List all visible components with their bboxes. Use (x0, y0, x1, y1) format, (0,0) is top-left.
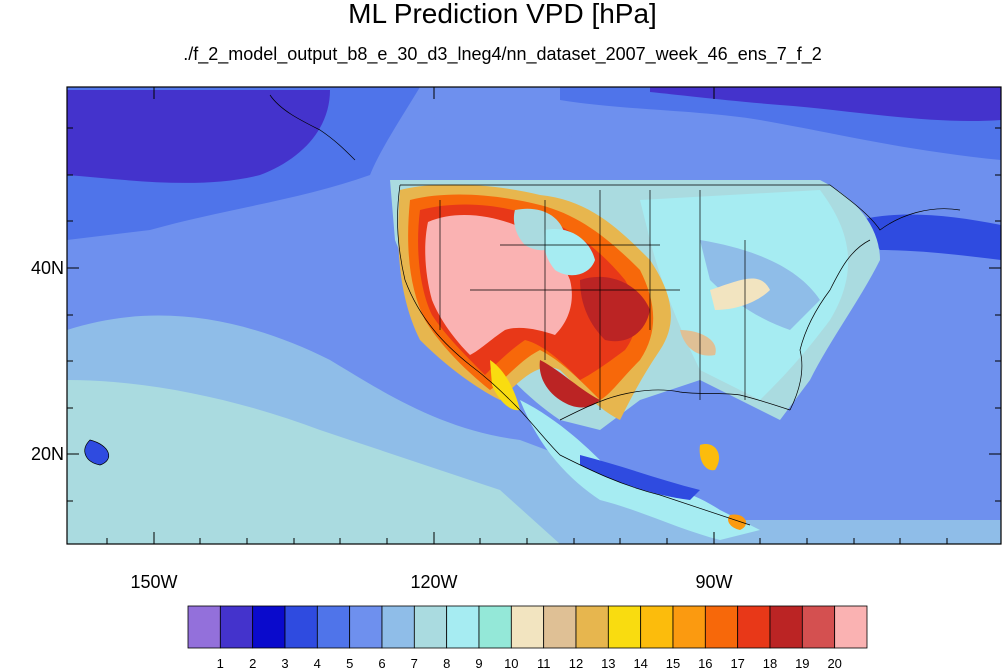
lon-label-90w: 90W (695, 572, 733, 592)
colorbar-swatch (575, 605, 609, 649)
lon-label-120w: 120W (410, 572, 458, 592)
lat-label-20n: 20N (30, 444, 64, 464)
lat-ticks (67, 127, 1001, 502)
colorbar-swatch (704, 605, 739, 649)
colorbar-swatch (607, 605, 642, 649)
colorbar-tick-label: 13 (601, 656, 616, 671)
colorbar-swatch (737, 605, 771, 649)
colorbar-swatch (413, 605, 448, 649)
colorbar-tick-label: 2 (249, 656, 257, 671)
colorbar-tick-label: 11 (536, 656, 551, 671)
colorbar-swatch (672, 605, 706, 649)
colorbar-tick-label: 15 (665, 656, 681, 671)
colorbar-swatch (187, 605, 221, 649)
colorbar-tick-label: 18 (762, 656, 778, 671)
coastlines (84, 94, 961, 526)
colorbar-tick-label: 12 (568, 656, 584, 671)
colorbar-tick-label: 7 (410, 656, 418, 671)
colorbar-tick-label: 19 (795, 656, 810, 671)
colorbar-swatch (769, 605, 803, 649)
lat-label-40n: 40N (30, 258, 64, 278)
lon-ticks (106, 87, 948, 544)
colorbar-swatch (219, 605, 254, 649)
colorbar-tick-label: 9 (475, 656, 483, 671)
colorbar-tick-label: 3 (281, 656, 289, 671)
map-title: ML Prediction VPD [hPa] (348, 0, 657, 29)
colorbar-swatch (543, 605, 577, 649)
colorbar-swatch (316, 605, 351, 649)
colorbar (187, 605, 868, 649)
vpd-field (67, 87, 1001, 544)
colorbar-swatch (510, 605, 545, 649)
colorbar-swatch (801, 605, 836, 649)
lon-label-150w: 150W (130, 572, 178, 592)
colorbar-tick-label: 8 (443, 656, 451, 671)
colorbar-tick-label: 5 (346, 656, 354, 671)
colorbar-swatch (478, 605, 512, 649)
colorbar-swatch (284, 605, 318, 649)
colorbar-swatch (252, 605, 286, 649)
map-subtitle: ./f_2_model_output_b8_e_30_d3_lneg4/nn_d… (183, 44, 822, 64)
colorbar-tick-label: 4 (313, 656, 321, 671)
colorbar-tick-label: 14 (633, 656, 648, 671)
colorbar-tick-label: 17 (730, 656, 745, 671)
colorbar-tick-label: 6 (378, 656, 386, 671)
colorbar-swatch (446, 605, 480, 649)
colorbar-swatch (349, 605, 383, 649)
colorbar-tick-label: 16 (698, 656, 713, 671)
colorbar-tick-label: 10 (504, 656, 519, 671)
colorbar-tick-label: 1 (216, 656, 224, 671)
colorbar-swatch (834, 605, 868, 649)
colorbar-tick-label: 20 (827, 656, 842, 671)
colorbar-swatch (381, 605, 415, 649)
colorbar-swatch (640, 605, 674, 649)
